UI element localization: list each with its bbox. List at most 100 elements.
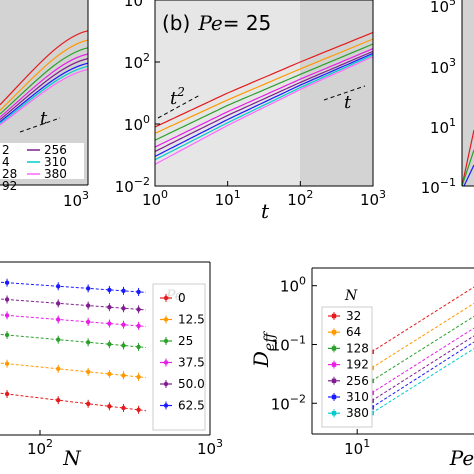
panel-a-line-8 (0, 68, 88, 126)
panel-d-point (86, 340, 91, 345)
panel-d-point (4, 280, 10, 285)
panel-c-ytick-1e5: 105 (430, 0, 456, 16)
panel-b-xtick-label-1: 101 (215, 188, 241, 209)
panel-e-legend-marker-6 (331, 394, 337, 400)
panel-c-background (462, 0, 474, 186)
panel-b-line-7 (155, 54, 373, 161)
panel-a-line-6 (0, 62, 88, 123)
panel-b: t2 t (b) Pe= 25 100 101 102 103 10−210010210… (115, 0, 386, 223)
panel-e-ylabel: Deff (249, 331, 278, 368)
panel-e-legend-title: N (344, 288, 358, 304)
panel-d-point (107, 371, 112, 377)
panel-a-legend-entry-2: 4 (2, 155, 10, 169)
panel-e-legend-marker-5 (331, 378, 337, 383)
panel-d-legend-entry-6: 62.5 (178, 399, 205, 413)
panel-b-t-label: t (344, 92, 352, 113)
panel-d-point (136, 407, 141, 412)
panel-e-fit-6 (371, 341, 474, 408)
panel-d-point (56, 317, 61, 322)
panel-e-legend-marker-4 (331, 362, 337, 367)
panel-a-line-2 (0, 39, 88, 111)
panel-e-legend-marker-3 (331, 346, 337, 351)
panel-b-xlabel: t (261, 199, 270, 223)
panel-a-legend-entry-7: 380 (44, 167, 67, 181)
panel-e-legend-marker-1 (331, 313, 337, 319)
panel-c-line-green (461, 149, 474, 187)
panel-d-point (136, 323, 141, 329)
panel-e-fit-1 (371, 286, 474, 353)
panel-e-legend-marker-7 (331, 411, 337, 416)
panel-d-point (56, 301, 61, 306)
panel-a-line-1 (0, 30, 88, 106)
panel-d-legend-entry-5: 50.0 (178, 377, 205, 391)
panel-e-fit-4 (371, 327, 474, 394)
panel-e-xlabel: Pe (449, 446, 474, 470)
panel-d-legend-entry-4: 37.5 (178, 356, 205, 370)
panel-b-ytick-label-2: 102 (124, 51, 150, 72)
panel-d-legend-marker-2 (163, 317, 169, 322)
panel-d-point (121, 322, 126, 327)
panel-c: 105 103 101 10−1 (421, 0, 474, 197)
panel-d-legend-marker-1 (163, 295, 169, 301)
panel-c-ytick-1e1: 101 (430, 116, 456, 137)
panel-a-legend-entry-4: 92 (2, 179, 17, 193)
panel-e-fit-7 (371, 348, 474, 414)
panel-e-legend-entry-5: 256 (346, 374, 369, 388)
panel-a-legend (0, 143, 84, 179)
panel-d-point (107, 404, 112, 409)
panel-b-label: (b) Pe= 25 (162, 11, 271, 35)
panel-e-legend-entry-2: 64 (346, 325, 361, 339)
panel-d-point (136, 374, 141, 380)
panel-d-point (121, 306, 126, 311)
panel-b-t-guide (323, 85, 366, 101)
panel-c-ytick-1e-1: 10−1 (421, 176, 456, 197)
panel-e-legend-entry-4: 192 (346, 358, 369, 372)
panel-e-xtick-label-0: 101 (344, 437, 370, 458)
panel-a: t 2 4 28 92 256 310 380 103 (0, 0, 89, 210)
panel-c-line-blue (463, 164, 474, 187)
panel-e-ytick-label-0: 100 (280, 275, 306, 296)
panel-d-point (56, 284, 61, 289)
panel-e-legend-entry-7: 380 (346, 406, 369, 420)
panel-d-point (107, 342, 112, 347)
panel-d-legend-marker-3 (163, 338, 169, 344)
panel-e-legend (321, 306, 373, 428)
panel-a-legend-entry-3: 28 (2, 167, 17, 181)
panel-b-shaded-region (300, 0, 373, 186)
panel-b-ytick-label-3: 104 (124, 0, 150, 10)
panel-b-xtick-label-0: 100 (142, 188, 168, 209)
panel-e-ytick-label-2: 10−2 (271, 392, 306, 413)
panel-c-line-red (461, 129, 474, 187)
panel-b-line-8 (155, 55, 373, 165)
panel-d-xtick-label-1: 103 (197, 437, 223, 458)
panel-d-legend-entry-1: 0 (178, 291, 186, 305)
panel-e-fit-5 (371, 335, 474, 402)
panel-e-legend-marker-2 (331, 330, 337, 335)
panel-e-legend-entry-1: 32 (346, 309, 361, 323)
panel-d-point (136, 344, 141, 350)
panel-d-xtick-label-0: 102 (27, 437, 53, 458)
panel-d-point (86, 369, 91, 374)
panel-d-point (107, 287, 112, 293)
panel-b-xtick-label-3: 103 (360, 188, 386, 209)
panel-a-legend-entry-6: 310 (44, 155, 67, 169)
panel-b-frame (154, 0, 374, 187)
panel-b-line-5 (155, 50, 373, 153)
panel-b-t2-guide (157, 94, 201, 119)
panel-d-fit-3 (0, 333, 146, 348)
panel-d-point (4, 313, 10, 318)
panel-d-point (86, 303, 91, 308)
panel-d-legend-entry-2: 12.5 (178, 313, 205, 327)
panel-d-point (86, 401, 91, 406)
panel-d-point (107, 305, 112, 310)
panel-e-fit-2 (371, 302, 474, 369)
panel-d-point (86, 319, 91, 325)
panel-d-point (136, 289, 141, 295)
panel-b-ytick-label-1: 100 (124, 113, 150, 134)
panel-b-line-6 (155, 52, 373, 157)
panel-d-fit-2 (0, 362, 147, 379)
panel-a-line-3 (0, 47, 88, 115)
